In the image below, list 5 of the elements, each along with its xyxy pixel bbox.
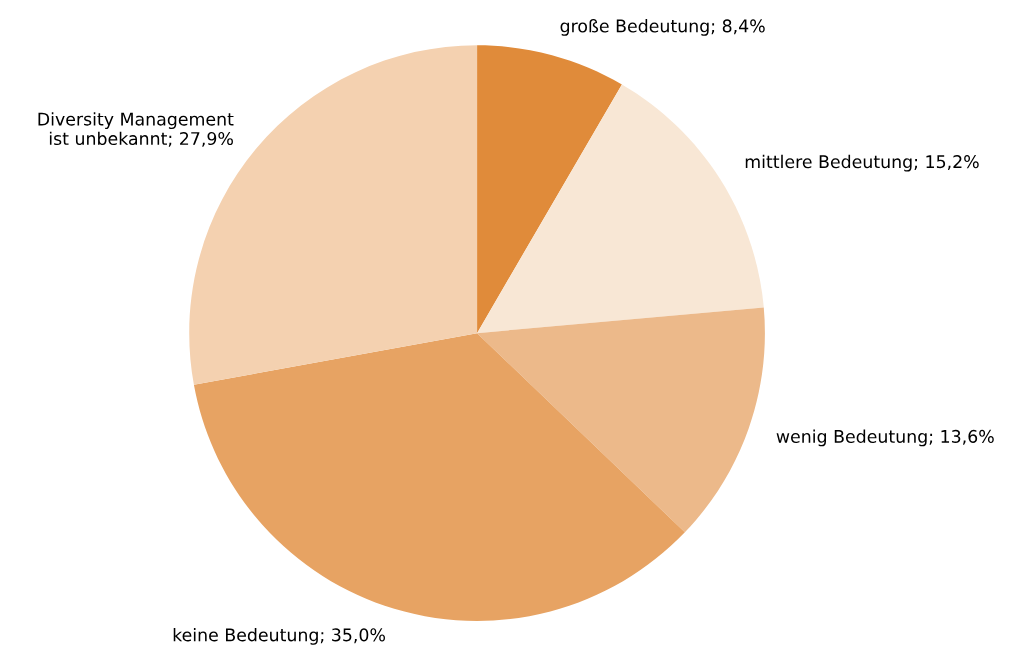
slice-label: keine Bedeutung; 35,0% xyxy=(173,627,385,645)
slice-label: Diversity Management ist unbekannt; 27,9% xyxy=(38,112,234,147)
slice-label: mittlere Bedeutung; 15,2% xyxy=(745,154,979,172)
slice-label: wenig Bedeutung; 13,6% xyxy=(776,429,994,447)
slice-label: große Bedeutung; 8,4% xyxy=(560,19,765,36)
